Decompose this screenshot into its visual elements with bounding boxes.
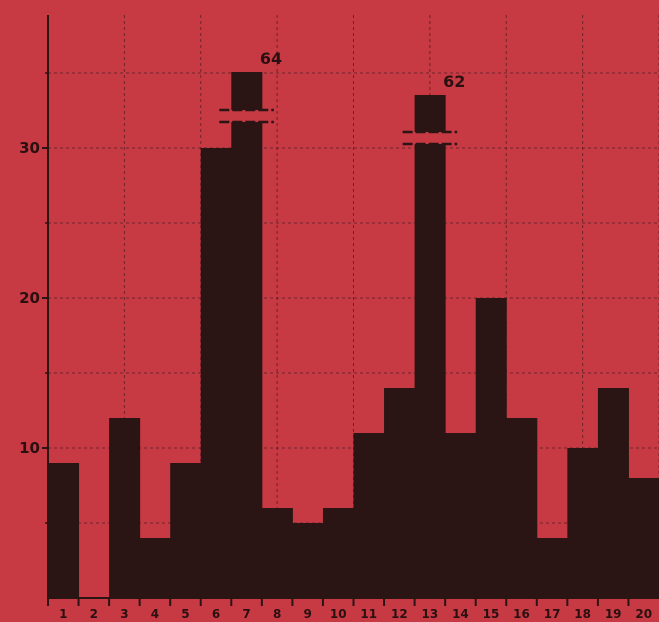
bar-value-label-7: 64 — [260, 49, 282, 68]
x-tick-label-18: 18 — [574, 607, 591, 621]
y-tick-label: 30 — [19, 139, 40, 157]
x-tick-label-3: 3 — [120, 607, 128, 621]
bar-8 — [261, 508, 293, 598]
x-tick-label-9: 9 — [303, 607, 311, 621]
bar-6 — [200, 148, 232, 598]
x-tick-label-16: 16 — [513, 607, 530, 621]
x-tick-label-2: 2 — [90, 607, 98, 621]
bar-18 — [567, 448, 599, 598]
x-tick-label-7: 7 — [242, 607, 250, 621]
x-tick-label-19: 19 — [605, 607, 622, 621]
x-tick-label-17: 17 — [544, 607, 561, 621]
bar-13 — [414, 95, 446, 598]
bar-14 — [445, 433, 477, 598]
y-tick-label: 10 — [19, 439, 40, 457]
bar-17 — [536, 538, 568, 598]
bar-7 — [231, 72, 263, 598]
bar-4 — [139, 538, 171, 598]
x-tick-label-6: 6 — [212, 607, 220, 621]
y-tick-label: 20 — [19, 289, 40, 307]
bar-16 — [506, 418, 538, 598]
bar-1 — [48, 463, 80, 598]
bar-10 — [322, 508, 354, 598]
x-tick-label-4: 4 — [151, 607, 159, 621]
x-tick-label-5: 5 — [181, 607, 189, 621]
bar-15 — [475, 298, 507, 598]
x-tick-label-1: 1 — [59, 607, 67, 621]
bar-break-gap-7 — [229, 110, 264, 122]
x-tick-label-13: 13 — [422, 607, 439, 621]
bar-11 — [353, 433, 385, 598]
bar-break-gap-13 — [412, 132, 448, 144]
bar-3 — [109, 418, 141, 598]
bar-5 — [170, 463, 202, 598]
bar-12 — [384, 388, 416, 598]
bar-19 — [597, 388, 629, 598]
x-tick-label-12: 12 — [391, 607, 408, 621]
x-tick-label-11: 11 — [360, 607, 377, 621]
axes — [42, 15, 659, 606]
x-tick-label-8: 8 — [273, 607, 281, 621]
x-tick-label-20: 20 — [635, 607, 652, 621]
x-tick-label-15: 15 — [483, 607, 500, 621]
bars — [48, 72, 659, 598]
bar-20 — [628, 478, 659, 598]
bar-9 — [292, 523, 324, 598]
bar-value-label-13: 62 — [443, 72, 465, 91]
x-tick-label-14: 14 — [452, 607, 469, 621]
x-tick-label-10: 10 — [330, 607, 347, 621]
